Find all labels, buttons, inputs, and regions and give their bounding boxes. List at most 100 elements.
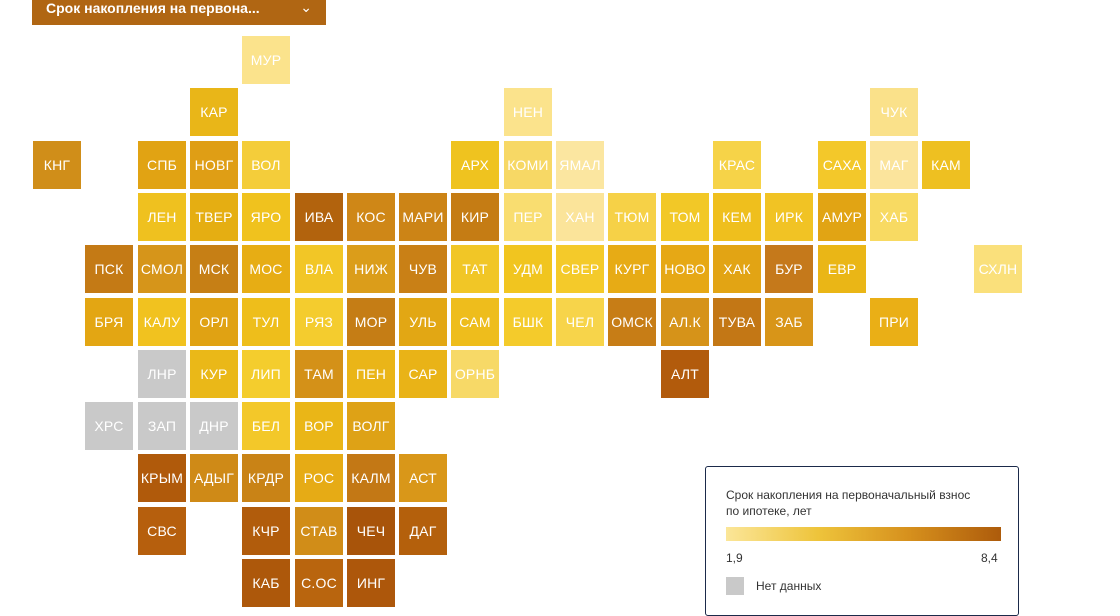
region-tile[interactable]: КРЫМ — [138, 454, 186, 502]
region-tile[interactable]: КАМ — [922, 141, 970, 189]
region-tile[interactable]: РЯЗ — [295, 298, 343, 346]
region-tile[interactable]: БШК — [504, 298, 552, 346]
region-tile[interactable]: ПРИ — [870, 298, 918, 346]
region-tile[interactable]: ЧЕЛ — [556, 298, 604, 346]
region-tile[interactable]: КУР — [190, 350, 238, 398]
region-tile[interactable]: САМ — [451, 298, 499, 346]
region-tile[interactable]: АЛТ — [661, 350, 709, 398]
region-tile[interactable]: КАЛМ — [347, 454, 395, 502]
region-tile[interactable]: НОВГ — [190, 141, 238, 189]
region-tile[interactable]: ЧУВ — [399, 245, 447, 293]
legend-gradient-bar — [726, 527, 1001, 541]
region-tile[interactable]: БУР — [765, 245, 813, 293]
region-tile[interactable]: СПБ — [138, 141, 186, 189]
region-tile[interactable]: ЯМАЛ — [556, 141, 604, 189]
region-tile[interactable]: ПСК — [85, 245, 133, 293]
region-tile[interactable]: ВЛА — [295, 245, 343, 293]
region-tile[interactable]: ИРК — [765, 193, 813, 241]
region-tile[interactable]: РОС — [295, 454, 343, 502]
indicator-dropdown[interactable]: Срок накопления на первона... ⌄ — [32, 0, 326, 25]
region-tile[interactable]: МОР — [347, 298, 395, 346]
region-tile[interactable]: КАЛУ — [138, 298, 186, 346]
region-tile[interactable]: ВОР — [295, 402, 343, 450]
region-tile[interactable]: МУР — [242, 36, 290, 84]
region-tile[interactable]: ЛИП — [242, 350, 290, 398]
region-tile[interactable]: МАРИ — [399, 193, 447, 241]
region-tile[interactable]: ЧУК — [870, 88, 918, 136]
region-tile[interactable]: ПЕР — [504, 193, 552, 241]
region-tile[interactable]: БЕЛ — [242, 402, 290, 450]
region-tile[interactable]: КЕМ — [713, 193, 761, 241]
region-tile[interactable]: КОС — [347, 193, 395, 241]
region-tile[interactable]: ЗАП — [138, 402, 186, 450]
region-tile[interactable]: ТАТ — [451, 245, 499, 293]
dropdown-label: Срок накопления на первона... — [46, 0, 260, 16]
region-tile[interactable]: КЧР — [242, 507, 290, 555]
region-tile[interactable]: ХАК — [713, 245, 761, 293]
legend-title: Срок накопления на первоначальный взнос … — [726, 488, 971, 518]
region-tile[interactable]: АСТ — [399, 454, 447, 502]
region-tile[interactable]: КРДР — [242, 454, 290, 502]
region-tile[interactable]: НОВО — [661, 245, 709, 293]
region-tile[interactable]: КОМИ — [504, 141, 552, 189]
region-tile[interactable]: КНГ — [33, 141, 81, 189]
legend-min-label: 1,9 — [726, 551, 743, 565]
region-tile[interactable]: ОРНБ — [451, 350, 499, 398]
region-tile[interactable]: САХА — [818, 141, 866, 189]
region-tile[interactable]: МОС — [242, 245, 290, 293]
region-tile[interactable]: ХРС — [85, 402, 133, 450]
region-tile[interactable]: ХАБ — [870, 193, 918, 241]
region-tile[interactable]: ЕВР — [818, 245, 866, 293]
region-tile[interactable]: КАБ — [242, 559, 290, 607]
region-tile[interactable]: АЛ.К — [661, 298, 709, 346]
region-tile[interactable]: КАР — [190, 88, 238, 136]
region-tile[interactable]: ИВА — [295, 193, 343, 241]
tile-map: МУР КАР НЕН ЧУК КНГ СПБ НОВГ ВОЛ АРХ КОМИ ЯМАЛ КРАС… — [33, 36, 1022, 607]
region-tile[interactable]: НИЖ — [347, 245, 395, 293]
region-tile[interactable]: АМУР — [818, 193, 866, 241]
region-tile[interactable]: ЛНР — [138, 350, 186, 398]
region-tile[interactable]: УЛЬ — [399, 298, 447, 346]
region-tile[interactable]: НЕН — [504, 88, 552, 136]
region-tile[interactable]: СВС — [138, 507, 186, 555]
region-tile[interactable]: АДЫГ — [190, 454, 238, 502]
region-tile[interactable]: ЗАБ — [765, 298, 813, 346]
no-data-label: Нет данных — [756, 579, 822, 593]
region-tile[interactable]: МСК — [190, 245, 238, 293]
region-tile[interactable]: УДМ — [504, 245, 552, 293]
region-tile[interactable]: ДАГ — [399, 507, 447, 555]
region-tile[interactable]: СТАВ — [295, 507, 343, 555]
region-tile[interactable]: ВОЛГ — [347, 402, 395, 450]
region-tile[interactable]: СВЕР — [556, 245, 604, 293]
chevron-down-icon: ⌄ — [300, 0, 312, 15]
region-tile[interactable]: ОРЛ — [190, 298, 238, 346]
region-tile[interactable]: ТОМ — [661, 193, 709, 241]
region-tile[interactable]: ВОЛ — [242, 141, 290, 189]
region-tile[interactable]: ХАН — [556, 193, 604, 241]
region-tile[interactable]: ТУВА — [713, 298, 761, 346]
region-tile[interactable]: БРЯ — [85, 298, 133, 346]
region-tile[interactable]: ЧЕЧ — [347, 507, 395, 555]
region-tile[interactable]: ДНР — [190, 402, 238, 450]
region-tile[interactable]: ПЕН — [347, 350, 395, 398]
region-tile[interactable]: С.ОС — [295, 559, 343, 607]
legend-max-label: 8,4 — [981, 551, 998, 565]
region-tile[interactable]: АРХ — [451, 141, 499, 189]
region-tile[interactable]: ОМСК — [608, 298, 656, 346]
region-tile[interactable]: КРАС — [713, 141, 761, 189]
region-tile[interactable]: ЯРО — [242, 193, 290, 241]
region-tile[interactable]: ТАМ — [295, 350, 343, 398]
region-tile[interactable]: САР — [399, 350, 447, 398]
region-tile[interactable]: ИНГ — [347, 559, 395, 607]
region-tile[interactable]: КУРГ — [608, 245, 656, 293]
no-data-swatch — [726, 577, 744, 595]
region-tile[interactable]: КИР — [451, 193, 499, 241]
region-tile[interactable]: ТУЛ — [242, 298, 290, 346]
region-tile[interactable]: ЛЕН — [138, 193, 186, 241]
legend: Срок накопления на первоначальный взнос … — [705, 466, 1019, 616]
region-tile[interactable]: МАГ — [870, 141, 918, 189]
region-tile[interactable]: ТЮМ — [608, 193, 656, 241]
region-tile[interactable]: СМОЛ — [138, 245, 186, 293]
region-tile[interactable]: СХЛН — [974, 245, 1022, 293]
region-tile[interactable]: ТВЕР — [190, 193, 238, 241]
